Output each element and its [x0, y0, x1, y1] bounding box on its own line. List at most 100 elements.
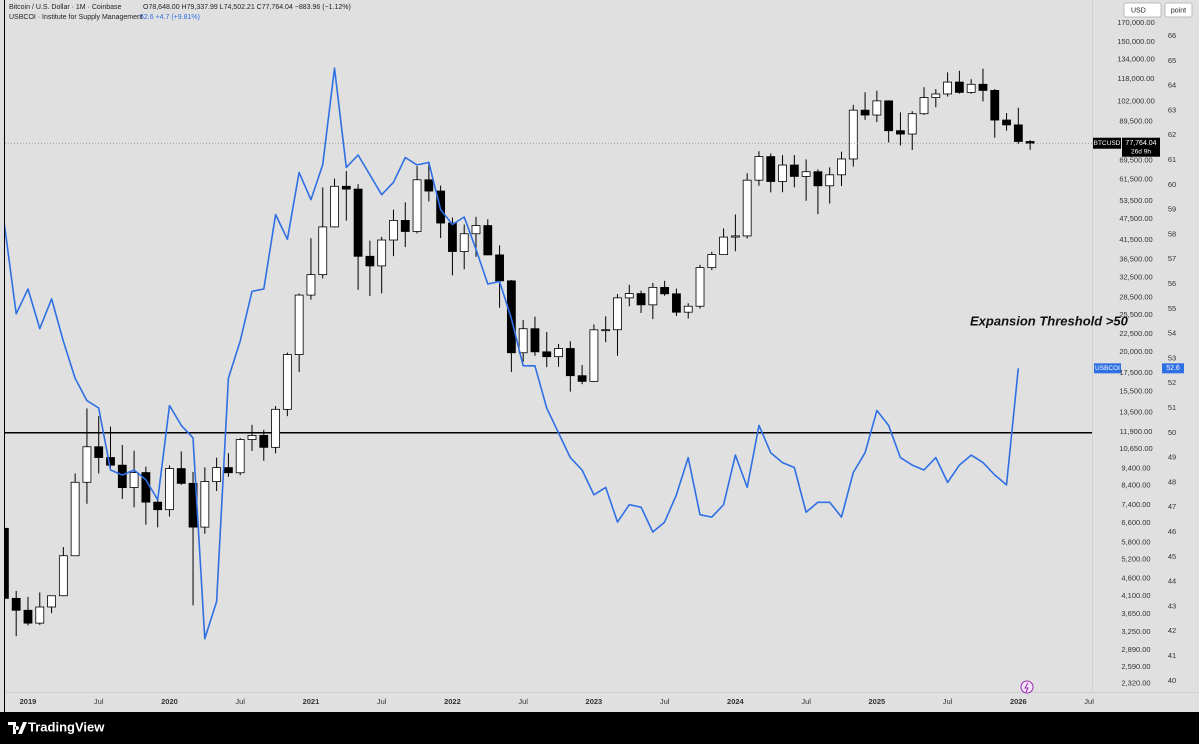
candle-body	[707, 254, 717, 269]
x-tick-label: Jul	[801, 697, 811, 706]
y-tick-label: 36,500.00	[1119, 255, 1152, 264]
candle-body	[801, 171, 811, 177]
candle-body	[813, 171, 823, 187]
y2-tick-label: 62	[1168, 130, 1176, 139]
candle-body	[754, 156, 764, 181]
event-icon[interactable]	[1020, 680, 1034, 694]
candle-body	[542, 351, 552, 358]
y-tick-label: 53,500.00	[1119, 196, 1152, 205]
y-tick-label: 2,890.00	[1121, 645, 1150, 654]
y2-tick-label: 52	[1168, 378, 1176, 387]
x-tick-label: Jul	[235, 697, 245, 706]
y-tick-label: 4,100.00	[1121, 591, 1150, 600]
y-tick-label: 6,600.00	[1121, 518, 1150, 527]
y-tick-label: 2,320.00	[1121, 679, 1150, 688]
scale-button[interactable]	[1164, 2, 1193, 18]
y-tick-label: 89,500.00	[1119, 117, 1152, 126]
y-tick-label: 10,650.00	[1119, 444, 1152, 453]
candle-body	[129, 472, 139, 488]
candle-body	[636, 293, 646, 306]
candle-body	[389, 219, 398, 241]
series-line	[5, 67, 1020, 640]
candle-body	[848, 109, 858, 160]
candle-body	[884, 100, 894, 132]
candle-body	[613, 297, 622, 331]
y-tick-label: 3,650.00	[1121, 609, 1150, 618]
candle-body	[448, 222, 457, 252]
candle-body	[518, 328, 528, 354]
y-tick-label: 5,200.00	[1121, 555, 1150, 564]
candle-body	[235, 439, 245, 474]
candle-body	[766, 156, 776, 182]
y2-tick-label: 56	[1168, 279, 1176, 288]
last-value-label: 52.6	[1166, 365, 1180, 372]
candle-body	[978, 83, 988, 91]
series-label-box	[1094, 363, 1121, 374]
y2-tick-label: 51	[1168, 403, 1176, 412]
candle-body	[200, 481, 210, 528]
currency-text[interactable]: USD	[1131, 7, 1146, 14]
y2-tick-label: 42	[1168, 626, 1176, 635]
currency-button[interactable]	[1123, 2, 1162, 18]
last-value-box	[1162, 363, 1184, 374]
candle-body	[1025, 141, 1035, 144]
candle-body	[365, 255, 375, 267]
y2-tick-label: 47	[1168, 502, 1176, 511]
y2-tick-label: 59	[1168, 205, 1176, 214]
candle-body	[35, 606, 45, 624]
candle-body	[719, 236, 728, 255]
y2-tick-label: 64	[1168, 81, 1176, 90]
x-tick-label: 2020	[161, 697, 178, 706]
y-tick-label: 22,500.00	[1119, 329, 1152, 338]
y-tick-label: 32,500.00	[1119, 272, 1152, 281]
series-label: USBCOI	[1095, 365, 1120, 372]
annotation: Expansion Threshold >50	[970, 313, 1129, 328]
candle-body	[730, 235, 740, 238]
candle-body	[837, 158, 846, 176]
y-tick-label: 28,500.00	[1119, 293, 1152, 302]
candle-body	[176, 468, 186, 484]
candle-body	[483, 225, 493, 256]
candle-body	[860, 109, 870, 116]
candle-body	[82, 446, 92, 483]
candle-body	[1013, 124, 1023, 142]
candle-body	[990, 90, 1000, 121]
candle-body	[742, 179, 752, 237]
header-main: Bitcoin / U.S. Dollar · 1M · Coinbase	[9, 4, 122, 11]
y-tick-label: 13,500.00	[1119, 408, 1152, 417]
candle-body	[106, 457, 115, 466]
y2-tick-label: 45	[1168, 552, 1176, 561]
y-tick-label: 2,590.00	[1121, 662, 1150, 671]
x-tick-label: 2021	[303, 697, 320, 706]
candle-body	[318, 226, 328, 276]
y-tick-label: 20,000.00	[1119, 347, 1152, 356]
y2-tick-label: 63	[1168, 105, 1176, 114]
footer-bar	[0, 712, 1199, 744]
x-tick-label: Jul	[377, 697, 387, 706]
x-tick-label: Jul	[660, 697, 670, 706]
candle-body	[341, 185, 351, 190]
candle-body	[224, 467, 233, 474]
candle-body	[931, 93, 941, 98]
candle-body	[412, 179, 422, 232]
y2-tick-label: 65	[1168, 56, 1176, 65]
x-tick-label: 2025	[869, 697, 886, 706]
candle-body	[247, 434, 257, 440]
candle-body	[23, 609, 33, 624]
series-label-box	[1093, 137, 1121, 149]
plot-area	[5, 67, 1092, 640]
scale-text[interactable]: point	[1171, 7, 1186, 14]
candle-body	[459, 233, 469, 252]
candle-body	[943, 81, 952, 95]
candle-body	[282, 354, 292, 410]
y-tick-label: 61,500.00	[1119, 174, 1152, 183]
candle-body	[58, 555, 68, 597]
header-values: O78,648.00 H79,337.99 L74,502.21 C77,764…	[143, 4, 351, 11]
candle-body	[565, 348, 575, 377]
x-tick-label: Jul	[518, 697, 528, 706]
x-tick-label: Jul	[1084, 697, 1094, 706]
y-tick-label: 47,500.00	[1119, 214, 1152, 223]
candle-body	[872, 100, 882, 116]
